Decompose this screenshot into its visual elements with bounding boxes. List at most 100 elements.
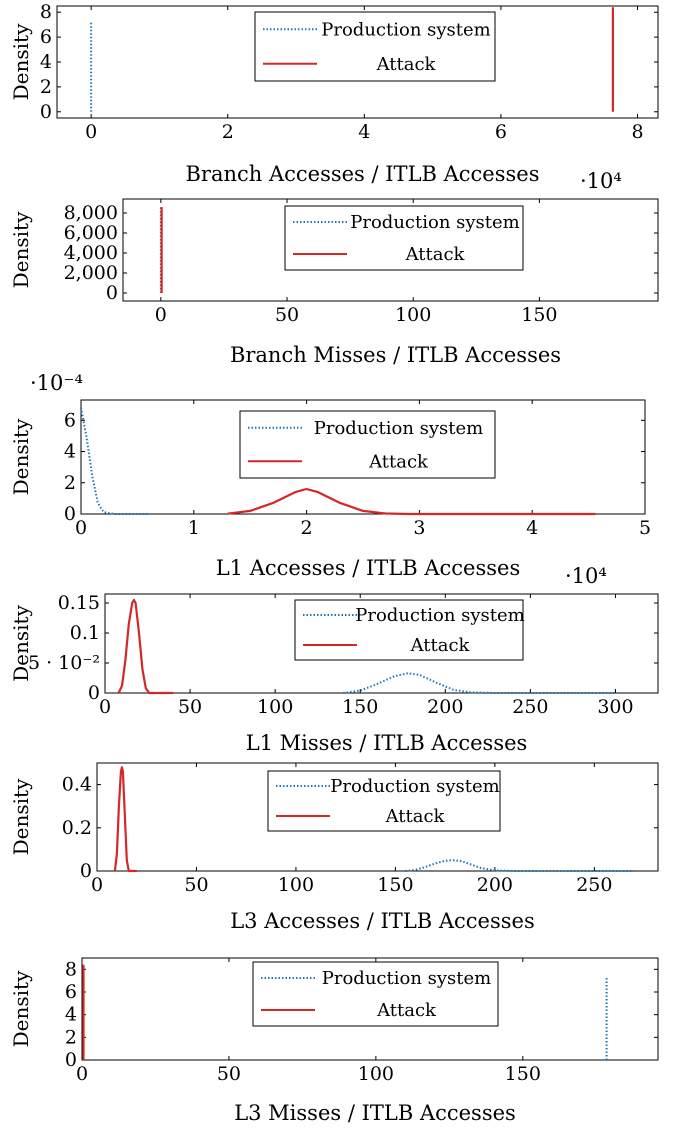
- x-tick-label: 6: [495, 121, 507, 143]
- y-tick-label: 0: [40, 101, 52, 123]
- y-tick-label: 4: [40, 51, 52, 73]
- series-line-production: [405, 859, 635, 872]
- x-tick-label: 0: [99, 696, 111, 718]
- y-tick-label: 4: [65, 1004, 77, 1026]
- y-tick-label: 6: [65, 981, 77, 1003]
- x-axis-label: L1 Accesses / ITLB Accesses: [216, 556, 521, 580]
- legend-label: Attack: [405, 244, 466, 265]
- x-axis-label: Branch Misses / ITLB Accesses: [230, 343, 561, 367]
- x-tick-label: 4: [526, 517, 538, 539]
- x-tick-label: 50: [217, 1063, 241, 1085]
- legend-frame: [252, 961, 499, 1027]
- y-tick-label: 6: [64, 409, 76, 431]
- x-tick-label: 250: [512, 696, 548, 718]
- y-axis-label: Density: [9, 23, 33, 100]
- x-tick-label: 0: [75, 517, 87, 539]
- y-tick-label: 6,000: [64, 222, 118, 244]
- axis-exponent-label: ·10⁻⁴: [30, 371, 83, 395]
- x-tick-label: 250: [576, 874, 612, 896]
- legend: Production system Attack: [254, 11, 496, 82]
- x-axis-label: Branch Accesses / ITLB Accesses: [185, 162, 539, 186]
- x-tick-label: 100: [278, 874, 314, 896]
- legend-frame: [284, 205, 524, 271]
- y-axis-label: Density: [9, 970, 33, 1047]
- panel-4: 0 50 100 150 200 250 300 0 5 · 10⁻² 0.1 0.15 Produc…: [9, 564, 659, 755]
- y-tick-label: 8: [65, 958, 77, 980]
- y-axis-label: Density: [9, 418, 33, 495]
- legend-label: Production system: [314, 418, 484, 439]
- legend-label: Production system: [350, 212, 520, 233]
- x-tick-label: 50: [178, 696, 202, 718]
- panel-1: 0 2 4 6 8 0 2 4 6 8 Production system Attack Branch …: [9, 1, 659, 186]
- x-tick-label: 100: [395, 304, 431, 326]
- y-axis-label: Density: [9, 778, 33, 855]
- y-tick-label: 5 · 10⁻²: [28, 652, 100, 674]
- x-tick-label: 1: [188, 517, 200, 539]
- x-axis-label: L3 Misses / ITLB Accesses: [234, 1101, 516, 1125]
- legend-label: Attack: [385, 806, 446, 827]
- x-tick-label: 100: [257, 696, 293, 718]
- y-tick-label: 2: [40, 76, 52, 98]
- plot-frame: [96, 762, 659, 872]
- y-tick-label: 4,000: [64, 242, 118, 264]
- y-tick-label: 6: [40, 26, 52, 48]
- series-line-production: [343, 672, 616, 694]
- legend-frame: [254, 11, 496, 82]
- legend-label: Attack: [376, 54, 437, 75]
- y-tick-label: 0: [88, 682, 100, 704]
- panel-3: 0 1 2 3 4 5 0 2 4 6 Production system Attack ·10⁻⁴ L1…: [9, 371, 651, 580]
- series-line-attack: [113, 766, 137, 873]
- y-tick-label: 4: [64, 441, 76, 463]
- y-tick-label: 0: [64, 503, 76, 525]
- legend-label: Production system: [330, 776, 500, 797]
- x-tick-label: 200: [427, 696, 463, 718]
- x-axis-label: L1 Misses / ITLB Accesses: [246, 731, 528, 755]
- x-tick-label: 0: [155, 304, 167, 326]
- x-tick-label: 5: [639, 517, 651, 539]
- y-tick-label: 0: [80, 860, 92, 882]
- x-tick-label: 4: [358, 121, 370, 143]
- y-tick-label: 8,000: [64, 202, 118, 224]
- legend-label: Attack: [376, 1000, 437, 1021]
- y-tick-label: 0: [106, 282, 118, 304]
- axis-exponent-label: ·10⁴: [580, 169, 622, 193]
- legend-label: Production system: [321, 19, 491, 40]
- x-tick-label: 300: [597, 696, 633, 718]
- axis-exponent-label: ·10⁴: [565, 564, 607, 588]
- y-axis-label: Density: [9, 604, 33, 681]
- x-tick-label: 100: [358, 1063, 394, 1085]
- x-tick-label: 50: [184, 874, 208, 896]
- series-line-production: [80, 407, 149, 515]
- x-tick-label: 50: [275, 304, 299, 326]
- x-tick-label: 200: [477, 874, 513, 896]
- y-axis-label: Density: [9, 211, 33, 288]
- legend: Production system Attack: [239, 410, 496, 479]
- y-tick-label: 8: [40, 1, 52, 23]
- y-tick-label: 0.2: [62, 817, 92, 839]
- y-tick-label: 2: [65, 1026, 77, 1048]
- y-tick-label: 2: [64, 472, 76, 494]
- plot-frame: [81, 957, 659, 1061]
- legend: Production system Attack: [267, 770, 501, 832]
- x-tick-label: 0: [91, 874, 103, 896]
- y-tick-label: 2,000: [64, 262, 118, 284]
- series-line-attack: [117, 598, 174, 695]
- legend: Production system Attack: [284, 205, 524, 271]
- y-tick-label: 0: [65, 1049, 77, 1071]
- x-tick-label: 150: [342, 696, 378, 718]
- x-tick-label: 150: [505, 1063, 541, 1085]
- y-tick-label: 0.1: [70, 622, 100, 644]
- legend-label: Production system: [322, 968, 492, 989]
- x-axis-label: L3 Accesses / ITLB Accesses: [230, 909, 535, 933]
- plot-frame: [80, 399, 646, 515]
- legend-frame: [239, 410, 496, 479]
- legend-label: Attack: [368, 451, 429, 472]
- panel-5: 0 50 100 150 200 250 0 0.2 0.4 Production system A…: [9, 762, 659, 933]
- plot-frame: [104, 593, 659, 694]
- series-line-attack: [227, 487, 596, 516]
- x-tick-label: 0: [85, 121, 97, 143]
- legend-label: Production system: [355, 605, 525, 626]
